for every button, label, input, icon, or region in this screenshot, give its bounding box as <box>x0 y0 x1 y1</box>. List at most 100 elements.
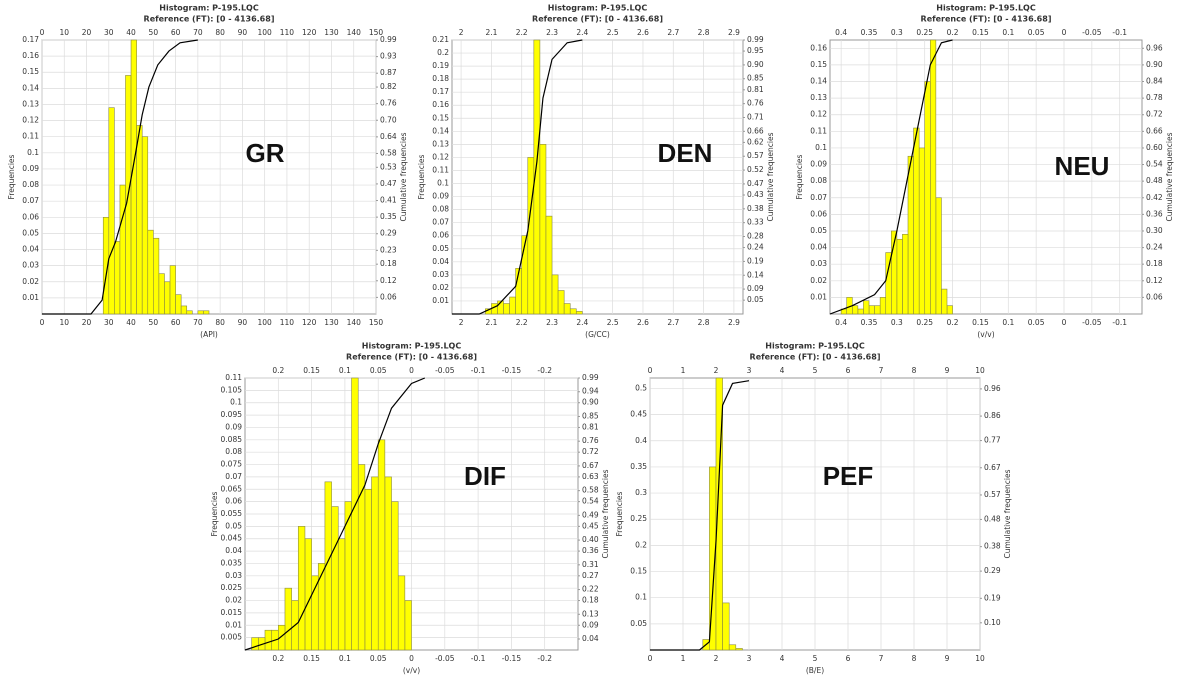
y2-tick-label: 0.81 <box>582 422 599 431</box>
x-tick-label: 10 <box>59 318 69 327</box>
y2-tick-label: 0.36 <box>582 546 599 555</box>
y-tick-label: 0.09 <box>810 160 827 169</box>
y2-tick-label: 0.06 <box>380 292 397 301</box>
x-top-tick-label: 5 <box>813 366 818 375</box>
y-tick-label: 0.02 <box>432 283 449 292</box>
y2-tick-label: 0.19 <box>984 593 1001 602</box>
y-tick-label: 0.07 <box>432 218 449 227</box>
bar <box>141 136 149 315</box>
y-tick-label: 0.07 <box>22 196 39 205</box>
chart-subtitle: Reference (FT): [0 - 4136.68] <box>144 15 275 24</box>
x-top-tick-label: 2.5 <box>607 28 619 37</box>
x-tick-label: 8 <box>912 654 917 663</box>
y2-tick-label: 0.66 <box>1146 126 1163 135</box>
x-top-tick-label: 0.15 <box>303 366 320 375</box>
bar <box>863 300 870 315</box>
y-tick-label: 0.11 <box>225 373 242 382</box>
y-tick-label: 0.03 <box>225 571 242 580</box>
x-top-tick-label: -0.05 <box>1082 28 1102 37</box>
bar <box>868 305 875 315</box>
y2-tick-label: 0.99 <box>582 373 599 382</box>
x-tick-label: 150 <box>369 318 384 327</box>
bar <box>169 265 176 315</box>
x-top-tick-label: 0 <box>648 366 653 375</box>
y2-tick-label: 0.87 <box>380 68 397 77</box>
cumulative-line <box>452 39 583 315</box>
y2-tick-label: 0.90 <box>1146 60 1163 69</box>
y2-tick-label: 0.57 <box>747 151 764 160</box>
bar <box>874 305 881 315</box>
y2-tick-label: 0.86 <box>984 411 1001 420</box>
y2-tick-label: 0.36 <box>1146 209 1163 218</box>
y2-tick-label: 0.18 <box>582 596 599 605</box>
y2-axis-label: Cumulative frequencies <box>399 132 408 221</box>
plot-area <box>41 39 377 315</box>
bar <box>913 127 920 315</box>
x-top-tick-label: 110 <box>280 28 295 37</box>
y-tick-label: 0.04 <box>810 243 827 252</box>
y2-tick-label: 0.64 <box>380 132 397 141</box>
x-top-tick-label: 9 <box>945 366 950 375</box>
y-tick-label: 0.35 <box>630 462 647 471</box>
x-tick-label: 70 <box>193 318 203 327</box>
y-tick-label: 0.07 <box>225 472 242 481</box>
y2-tick-label: 0.24 <box>1146 243 1163 252</box>
y-tick-label: 0.03 <box>432 270 449 279</box>
y-tick-label: 0.09 <box>225 422 242 431</box>
y-tick-label: 0.05 <box>22 228 39 237</box>
y2-axis-label: Cumulative frequencies <box>601 469 610 558</box>
bar <box>503 303 510 315</box>
bar <box>136 125 143 315</box>
x-axis-label: (v/v) <box>403 666 420 675</box>
x-top-tick-label: 20 <box>82 28 92 37</box>
y2-tick-label: 0.90 <box>582 398 599 407</box>
y2-tick-label: 0.05 <box>747 295 764 304</box>
x-top-tick-label: 140 <box>347 28 362 37</box>
x-axis-label: (B/E) <box>806 666 824 675</box>
x-top-tick-label: 0.25 <box>916 28 933 37</box>
x-tick-label: 0.4 <box>835 318 847 327</box>
y2-tick-label: 0.93 <box>380 52 397 61</box>
y-tick-label: 0.2 <box>635 540 647 549</box>
y-tick-label: 0.12 <box>22 116 39 125</box>
y-tick-label: 0.05 <box>225 521 242 530</box>
y2-tick-label: 0.49 <box>582 510 599 519</box>
y2-tick-label: 0.43 <box>747 190 764 199</box>
y-tick-label: 0.01 <box>432 296 449 305</box>
x-top-tick-label: 0 <box>1062 28 1067 37</box>
y-tick-label: 0.1 <box>815 143 827 152</box>
chart-title: Histogram: P-195.LQC <box>936 4 1036 13</box>
bar <box>186 310 193 315</box>
bar <box>180 305 188 315</box>
x-tick-label: 2.3 <box>546 318 558 327</box>
x-tick-label: 0 <box>648 654 653 663</box>
y-tick-label: 0.08 <box>810 176 827 185</box>
y2-tick-label: 0.10 <box>984 618 1001 627</box>
x-top-tick-label: -0.1 <box>471 366 486 375</box>
x-tick-label: 10 <box>975 654 985 663</box>
cumulative-line <box>42 39 198 315</box>
bar <box>918 147 926 315</box>
x-top-tick-label: 0 <box>409 366 414 375</box>
y-tick-label: 0.085 <box>221 435 243 444</box>
y-tick-label: 0.16 <box>22 51 39 60</box>
y2-tick-label: 0.04 <box>582 634 599 643</box>
y-tick-label: 0.2 <box>437 48 449 57</box>
x-tick-label: 0 <box>40 318 45 327</box>
x-top-tick-label: 6 <box>846 366 851 375</box>
y2-tick-label: 0.09 <box>582 620 599 629</box>
y2-tick-label: 0.41 <box>380 196 397 205</box>
x-top-tick-label: 7 <box>879 366 884 375</box>
bar <box>404 600 412 651</box>
x-top-tick-label: 70 <box>193 28 203 37</box>
bar <box>337 538 346 651</box>
y-tick-label: 0.45 <box>630 410 647 419</box>
y-axis-label: Frequencies <box>210 491 219 536</box>
y-tick-label: 0.15 <box>432 113 449 122</box>
bar <box>351 377 359 651</box>
x-top-tick-label: 120 <box>302 28 317 37</box>
y-tick-label: 0.045 <box>221 534 243 543</box>
chart-title: Histogram: P-195.LQC <box>362 342 462 351</box>
x-axis-label: (G/CC) <box>585 330 610 339</box>
